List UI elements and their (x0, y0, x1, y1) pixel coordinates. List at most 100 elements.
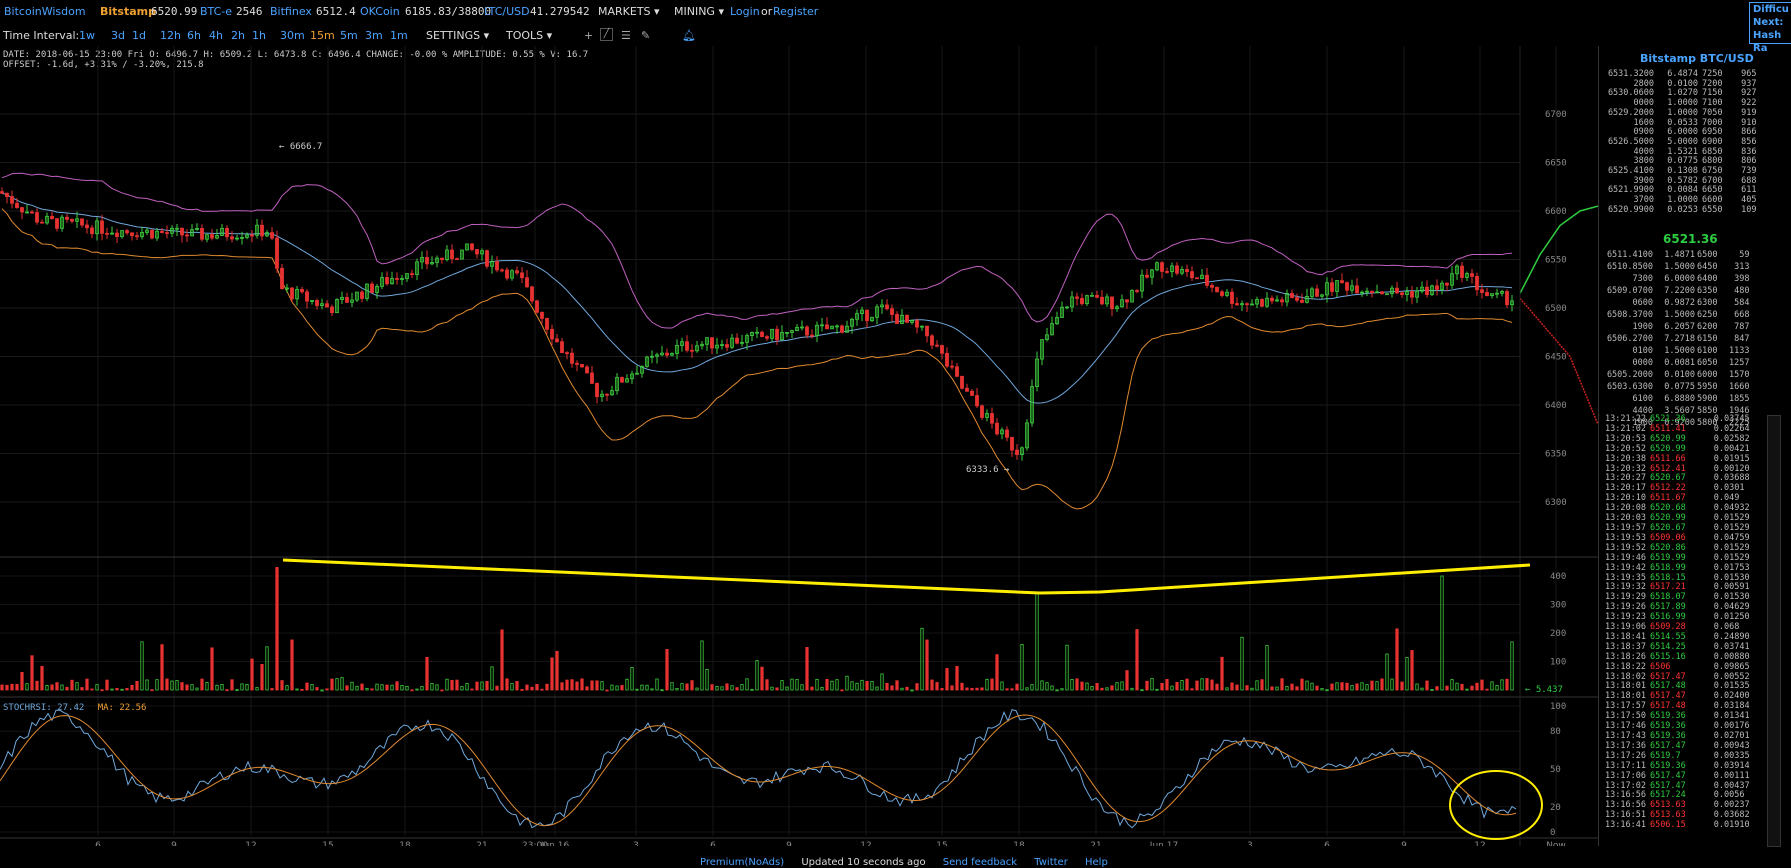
trade-time: 13:20:38 (1605, 453, 1646, 464)
time-tick-label: Jun 16 (540, 841, 570, 846)
trade-price: 6518.15 (1649, 572, 1686, 583)
candle-body (1010, 436, 1014, 451)
trade-time: 13:19:32 (1605, 582, 1646, 593)
time-tick-label: 6 (1324, 841, 1330, 846)
trade-price: 6511.66 (1649, 453, 1686, 464)
market-bitfinex-name[interactable]: Bitfinex (270, 5, 312, 18)
volume-bar (1470, 685, 1474, 691)
trade-time: 13:16:41 (1605, 820, 1646, 831)
ob-amount: 7.2718 (1664, 334, 1695, 344)
crosshair-icon[interactable]: + (584, 29, 594, 42)
volume-bar (1250, 687, 1254, 691)
volume-bar (725, 683, 729, 691)
volume-bar (495, 685, 499, 691)
candle-body (205, 234, 209, 240)
candle-body (1180, 269, 1184, 274)
trade-amount: 0.01530 (1713, 572, 1750, 583)
volume-bar (505, 678, 509, 691)
interval-3m[interactable]: 3m (365, 29, 383, 42)
trade-price: 6509.28 (1649, 622, 1686, 633)
markets-menu[interactable]: MARKETS ▾ (598, 5, 660, 18)
candle-body (555, 338, 559, 343)
candle-body (1100, 296, 1104, 305)
bell-icon[interactable]: 🔔︎ (682, 29, 696, 42)
settings-menu[interactable]: SETTINGS ▾ (426, 29, 489, 42)
volume-bar (1315, 685, 1319, 691)
volume-bar (320, 689, 324, 692)
ob-depth-total: 866 (1741, 127, 1757, 138)
volume-bar (1480, 679, 1484, 691)
next-label: Next: (1753, 17, 1784, 28)
trade-scrollbar[interactable] (1767, 415, 1781, 847)
line-tool-icon[interactable]: ╱ (600, 28, 613, 41)
ob-depth-total: 836 (1741, 146, 1757, 157)
market-ltcusd-name[interactable]: LTC/USD (484, 5, 530, 18)
fib-tool-icon[interactable]: ☰ (621, 29, 631, 42)
twitter-link[interactable]: Twitter (1034, 857, 1068, 868)
ob-price: 3900 (1633, 175, 1654, 186)
trade-price: 6506 (1649, 661, 1671, 672)
interval-1h[interactable]: 1h (252, 29, 266, 42)
candle-body (1140, 274, 1144, 292)
volume-bar (1085, 682, 1089, 691)
volume-bar (165, 678, 169, 691)
trade-time: 13:17:43 (1605, 731, 1646, 741)
help-link[interactable]: Help (1085, 857, 1108, 868)
volume-bar (1090, 686, 1094, 691)
difficulty-box[interactable]: Difficu Next: Hash Ra (1749, 2, 1791, 54)
volume-tick-label: 300 (1550, 601, 1566, 611)
tools-menu[interactable]: TOOLS ▾ (506, 29, 552, 42)
volume-bar (655, 678, 659, 691)
login-link[interactable]: Login (730, 5, 760, 18)
candle-body (5, 192, 9, 198)
trade-time: 13:19:52 (1605, 542, 1646, 553)
interval-15m[interactable]: 15m (310, 29, 335, 42)
candle-body (865, 309, 869, 322)
feedback-link[interactable]: Send feedback (942, 857, 1018, 868)
volume-bar (980, 687, 984, 691)
candle-body (1050, 323, 1054, 336)
volume-bar (385, 684, 389, 691)
market-btce-name[interactable]: BTC-e (200, 5, 233, 18)
interval-12h[interactable]: 12h (160, 29, 181, 42)
volume-bar (595, 680, 599, 691)
candle-body (165, 232, 169, 234)
trade-time: 13:17:50 (1605, 711, 1646, 722)
volume-bar (65, 686, 69, 691)
register-link[interactable]: Register (773, 5, 819, 18)
candle-body (1085, 295, 1089, 305)
interval-2h[interactable]: 2h (231, 29, 245, 42)
ob-depth-total: 739 (1741, 166, 1757, 177)
candle-body (705, 337, 709, 345)
trade-amount: 0.068 (1713, 622, 1740, 633)
interval-4h[interactable]: 4h (209, 29, 223, 42)
ob-amount: 6.0000 (1667, 127, 1698, 138)
brand-link[interactable]: BitcoinWisdom (4, 5, 86, 18)
premium-link[interactable]: Premium(NoAds) (700, 857, 785, 868)
candle-body (240, 237, 244, 239)
volume-bar (1310, 682, 1314, 691)
volume-bar (520, 689, 524, 691)
interval-1w[interactable]: 1w (79, 29, 95, 42)
price-tick-label: 6300 (1545, 498, 1567, 508)
market-okcoin-name[interactable]: OKCoin (360, 5, 400, 18)
interval-1m[interactable]: 1m (390, 29, 408, 42)
candle-body (955, 366, 959, 377)
market-bitstamp-name[interactable]: Bitstamp (100, 5, 156, 18)
volume-bar (40, 665, 44, 691)
interval-1d[interactable]: 1d (132, 29, 146, 42)
volume-bar (1505, 678, 1509, 691)
interval-30m[interactable]: 30m (280, 29, 305, 42)
interval-5m[interactable]: 5m (340, 29, 358, 42)
candle-body (110, 232, 114, 235)
ob-depth-total: 787 (1734, 322, 1750, 332)
interval-6h[interactable]: 6h (187, 29, 201, 42)
volume-bar (570, 679, 574, 691)
pencil-icon[interactable]: ✎ (641, 29, 651, 42)
ob-depth-total: 965 (1741, 69, 1757, 79)
candle-body (1005, 429, 1009, 438)
interval-3d[interactable]: 3d (111, 29, 125, 42)
candle-body (735, 337, 739, 344)
mining-menu[interactable]: MINING ▾ (674, 5, 724, 18)
